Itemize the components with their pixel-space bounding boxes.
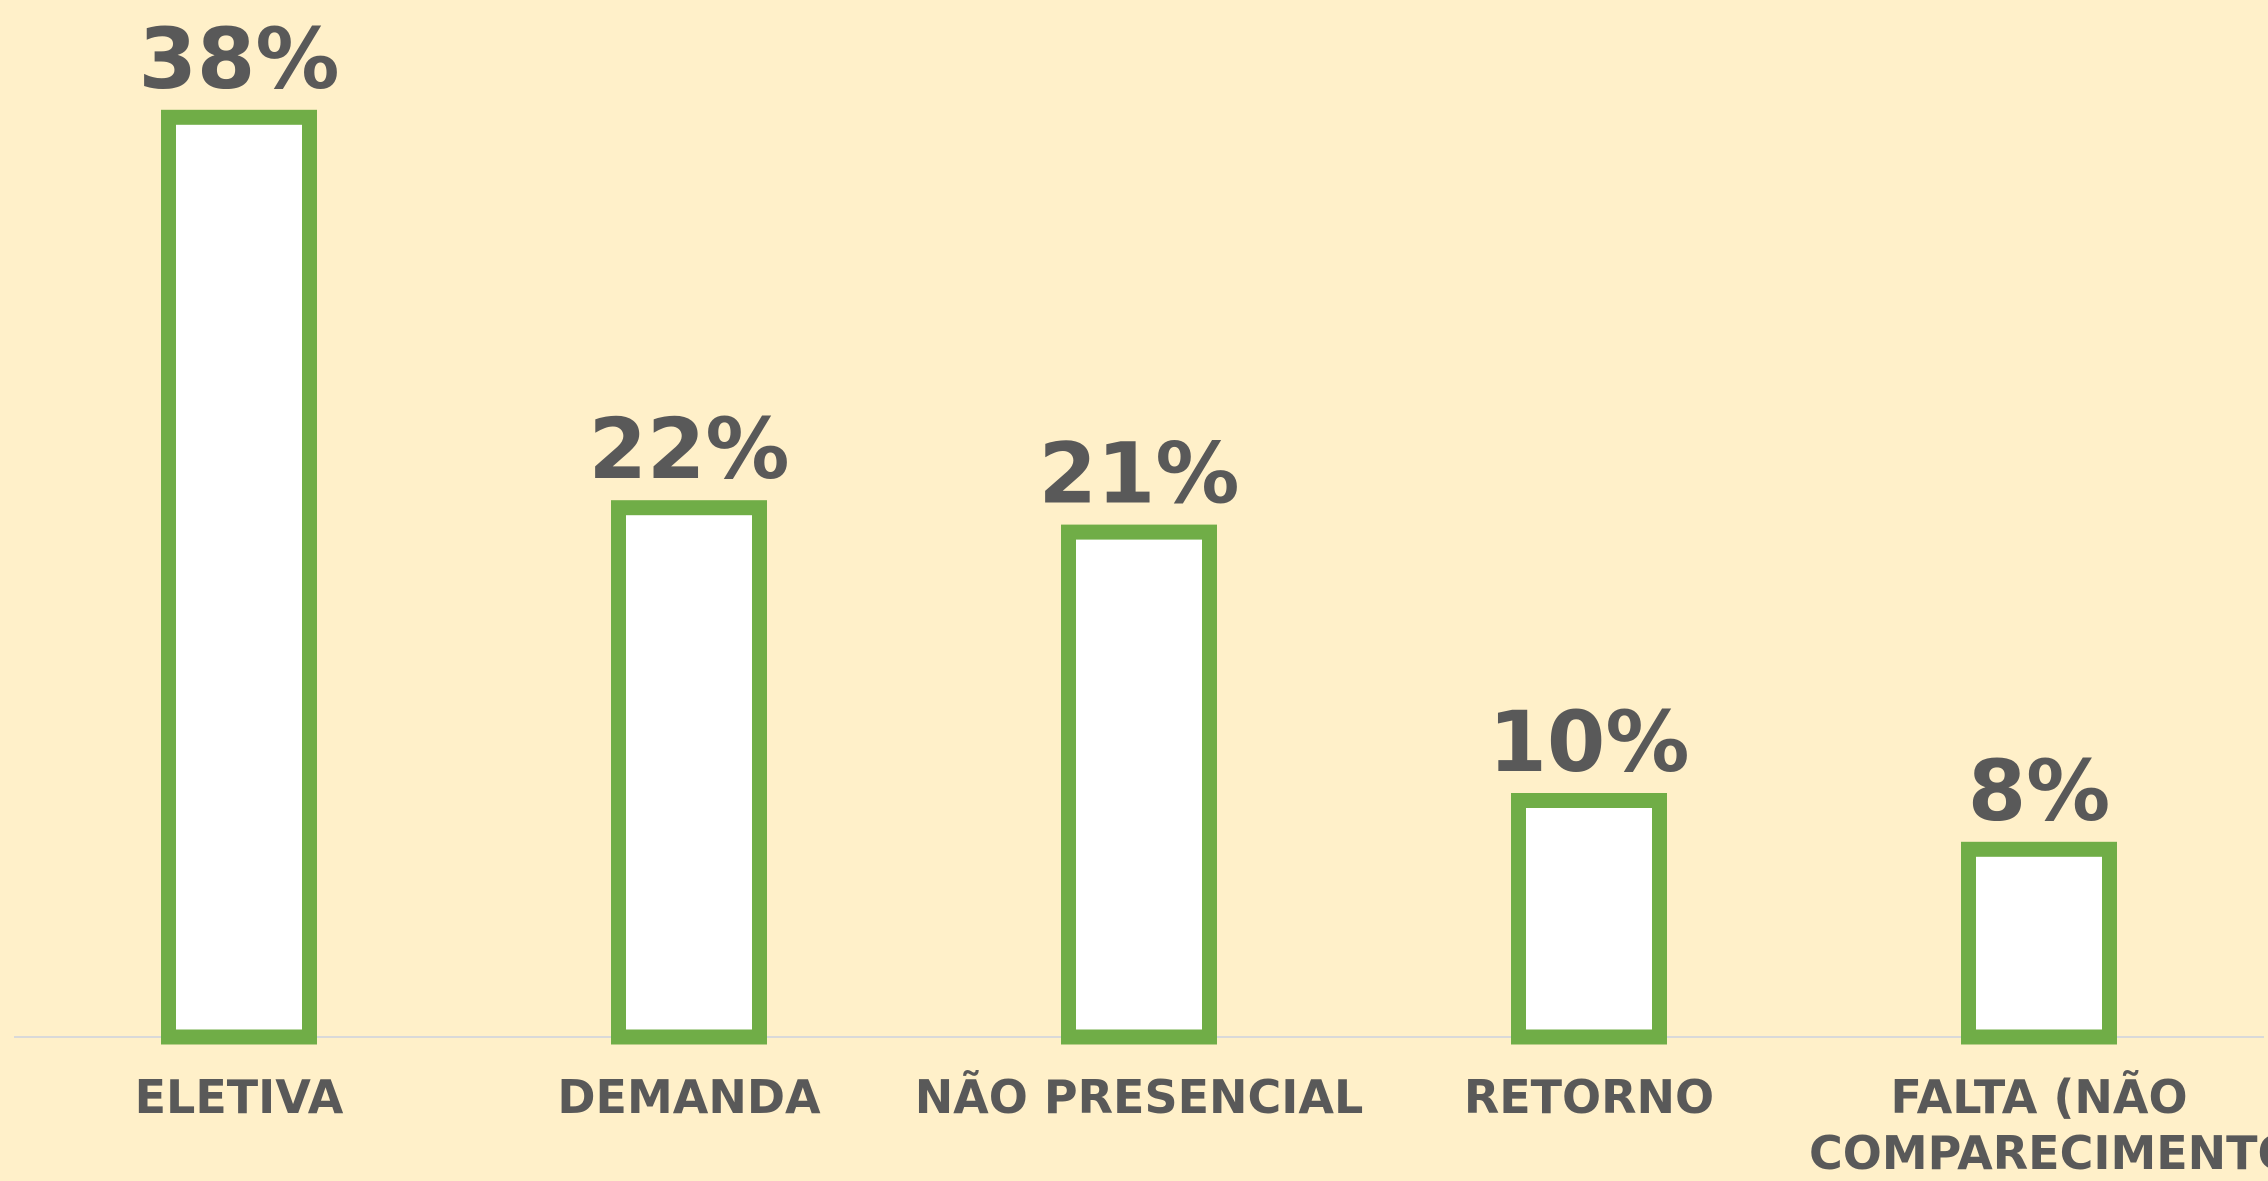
value-label: 22% (588, 400, 789, 498)
bar (161, 109, 317, 1045)
x-tick-label: NÃO PRESENCIAL (914, 1070, 1364, 1124)
value-label: 38% (138, 10, 339, 108)
x-tick-label: DEMANDA (557, 1070, 821, 1124)
bar (1511, 793, 1667, 1045)
bar (611, 500, 767, 1045)
bar (1061, 524, 1217, 1045)
bar (1961, 841, 2117, 1045)
value-label: 21% (1038, 425, 1239, 523)
x-tick-label: ELETIVA (134, 1070, 344, 1124)
value-label: 10% (1488, 693, 1689, 791)
value-label: 8% (1968, 742, 2111, 840)
x-tick-label: FALTA (NÃO COMPARECIMENTO) (1809, 1070, 2268, 1180)
x-tick-label: RETORNO (1463, 1070, 1715, 1124)
